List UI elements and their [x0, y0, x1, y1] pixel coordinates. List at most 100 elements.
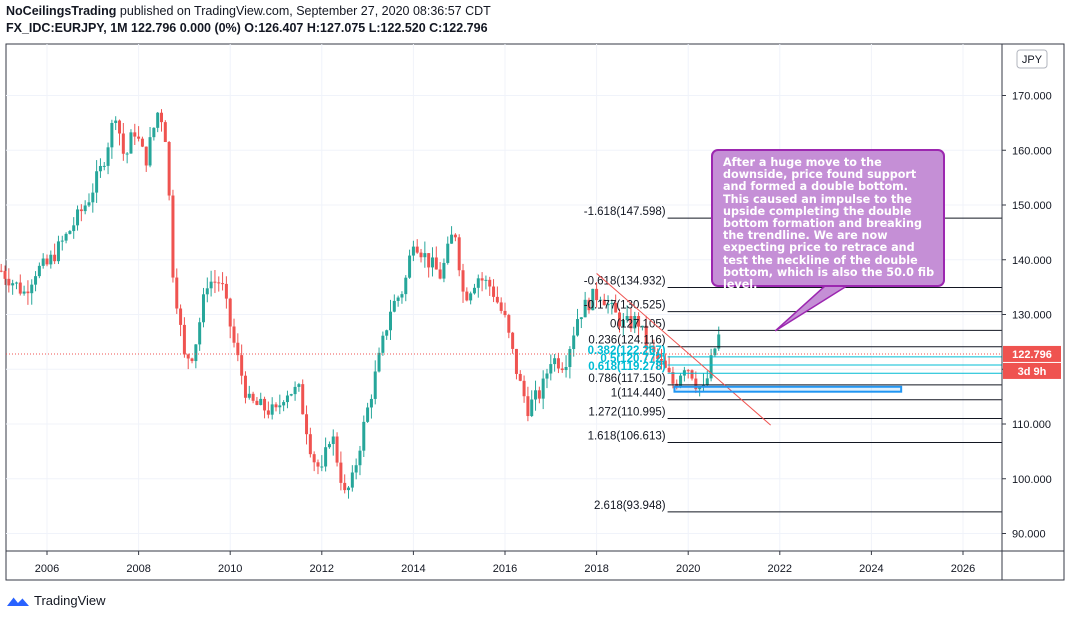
candle-body — [316, 462, 320, 467]
last-price-tag[interactable] — [1003, 345, 1061, 362]
candle-body — [343, 482, 347, 491]
candle-body — [545, 373, 549, 379]
candle-body — [224, 283, 228, 299]
symbol-label[interactable]: FX_IDC:EURJPY, 1M — [6, 21, 128, 35]
candle-body — [560, 368, 564, 371]
price-tick-label: 90.000 — [1012, 529, 1046, 541]
candle-body — [160, 112, 163, 123]
candle-body — [614, 302, 618, 313]
fib-level-label: 0.382(122.267) — [588, 345, 666, 357]
symbol-line: FX_IDC:EURJPY, 1M 122.796 0.000 (0%) O:1… — [6, 21, 488, 35]
candle-body — [76, 209, 80, 226]
candle-body — [621, 320, 625, 327]
time-tick-label: 2018 — [584, 563, 608, 575]
candle-body — [618, 312, 621, 327]
candle-body — [713, 348, 717, 356]
candle-body — [34, 276, 38, 285]
candle-body — [637, 315, 641, 327]
candle-body — [60, 240, 64, 242]
time-tick-label: 2008 — [126, 563, 150, 575]
candle-body — [30, 284, 34, 294]
candle-body — [331, 436, 335, 445]
candle-body — [26, 291, 30, 294]
candle-body — [541, 378, 545, 399]
ohlc-values: 122.796 0.000 (0%) O:126.407 H:127.075 L… — [127, 21, 488, 35]
tradingview-logo-icon — [7, 596, 29, 606]
fib-level-label: 0.5(120.772) — [600, 353, 665, 365]
candle-body — [274, 404, 278, 408]
candle-body — [518, 373, 522, 381]
candle-body — [625, 316, 629, 321]
candle-body — [579, 317, 583, 320]
candle-body — [469, 293, 473, 301]
time-tick-label: 2020 — [676, 563, 700, 575]
candle-body — [228, 298, 232, 327]
candle-body — [270, 404, 274, 415]
candle-body — [556, 358, 560, 369]
candle-body — [297, 384, 301, 387]
author-name[interactable]: NoCeilingsTrading — [6, 4, 117, 18]
price-axis[interactable]: 170.000160.000150.000140.000130.000120.0… — [1002, 91, 1061, 541]
candle-body — [430, 257, 434, 268]
time-tick-label: 2022 — [768, 563, 792, 575]
candle-body — [667, 367, 671, 373]
candle-body — [549, 364, 553, 374]
fib-level-label: 0(127.105) — [610, 318, 666, 330]
candle-body — [659, 359, 663, 361]
candle-body — [389, 311, 392, 331]
candle-body — [354, 465, 358, 473]
candle-body — [152, 127, 156, 138]
candle-body — [717, 334, 721, 349]
currency-badge[interactable]: JPY — [1016, 49, 1048, 69]
time-tick-label: 2016 — [493, 563, 517, 575]
candle-body — [446, 243, 450, 263]
candle-body — [591, 288, 595, 311]
candle-body — [11, 283, 15, 286]
time-axis[interactable]: 2006 2008 2010 2012 2014 2016 2018 2020 2022 2024… — [35, 551, 975, 575]
price-tick-label: 130.000 — [1012, 310, 1052, 322]
candle-body — [663, 360, 667, 368]
candle-body — [640, 325, 644, 327]
candle-body — [266, 410, 270, 415]
candle-body — [705, 378, 709, 385]
candle-body — [255, 400, 259, 405]
candle-body — [408, 255, 412, 278]
candle-body — [194, 344, 198, 362]
candle-body — [312, 454, 316, 463]
candle-body — [106, 147, 110, 166]
candle-body — [91, 192, 95, 203]
candles — [0, 109, 721, 499]
trendline[interactable] — [596, 273, 771, 426]
candle-body — [633, 315, 637, 329]
candle-body — [484, 279, 488, 281]
chart-frame — [5, 43, 1065, 581]
candle-body — [629, 316, 633, 329]
candle-body — [526, 396, 530, 417]
candle-body — [282, 402, 286, 406]
candle-body — [125, 153, 129, 155]
candle-body — [453, 234, 457, 238]
candle-body — [121, 133, 125, 154]
fib-level-label: 1.618(106.613) — [588, 431, 666, 443]
candle-body — [148, 137, 152, 166]
candle-body — [656, 351, 660, 360]
candle-body — [644, 325, 648, 349]
analysis-callout[interactable]: After a huge move to the downside, price… — [711, 149, 945, 291]
time-tick-label: 2024 — [859, 563, 883, 575]
candle-body — [41, 258, 45, 266]
candle-body — [98, 165, 102, 172]
chart-title-line: NoCeilingsTrading published on TradingVi… — [6, 4, 491, 18]
candle-body — [129, 132, 133, 154]
callout-pointer — [774, 284, 850, 332]
candle-body — [285, 395, 289, 403]
support-zone-box[interactable] — [673, 385, 903, 393]
candle-body — [595, 288, 599, 301]
footer-brand[interactable]: TradingView — [6, 590, 106, 610]
candle-body — [114, 120, 118, 123]
candle-body — [45, 258, 49, 265]
candle-body — [503, 310, 507, 316]
candle-body — [37, 265, 41, 277]
candle-body — [3, 270, 7, 279]
candle-body — [576, 319, 580, 336]
